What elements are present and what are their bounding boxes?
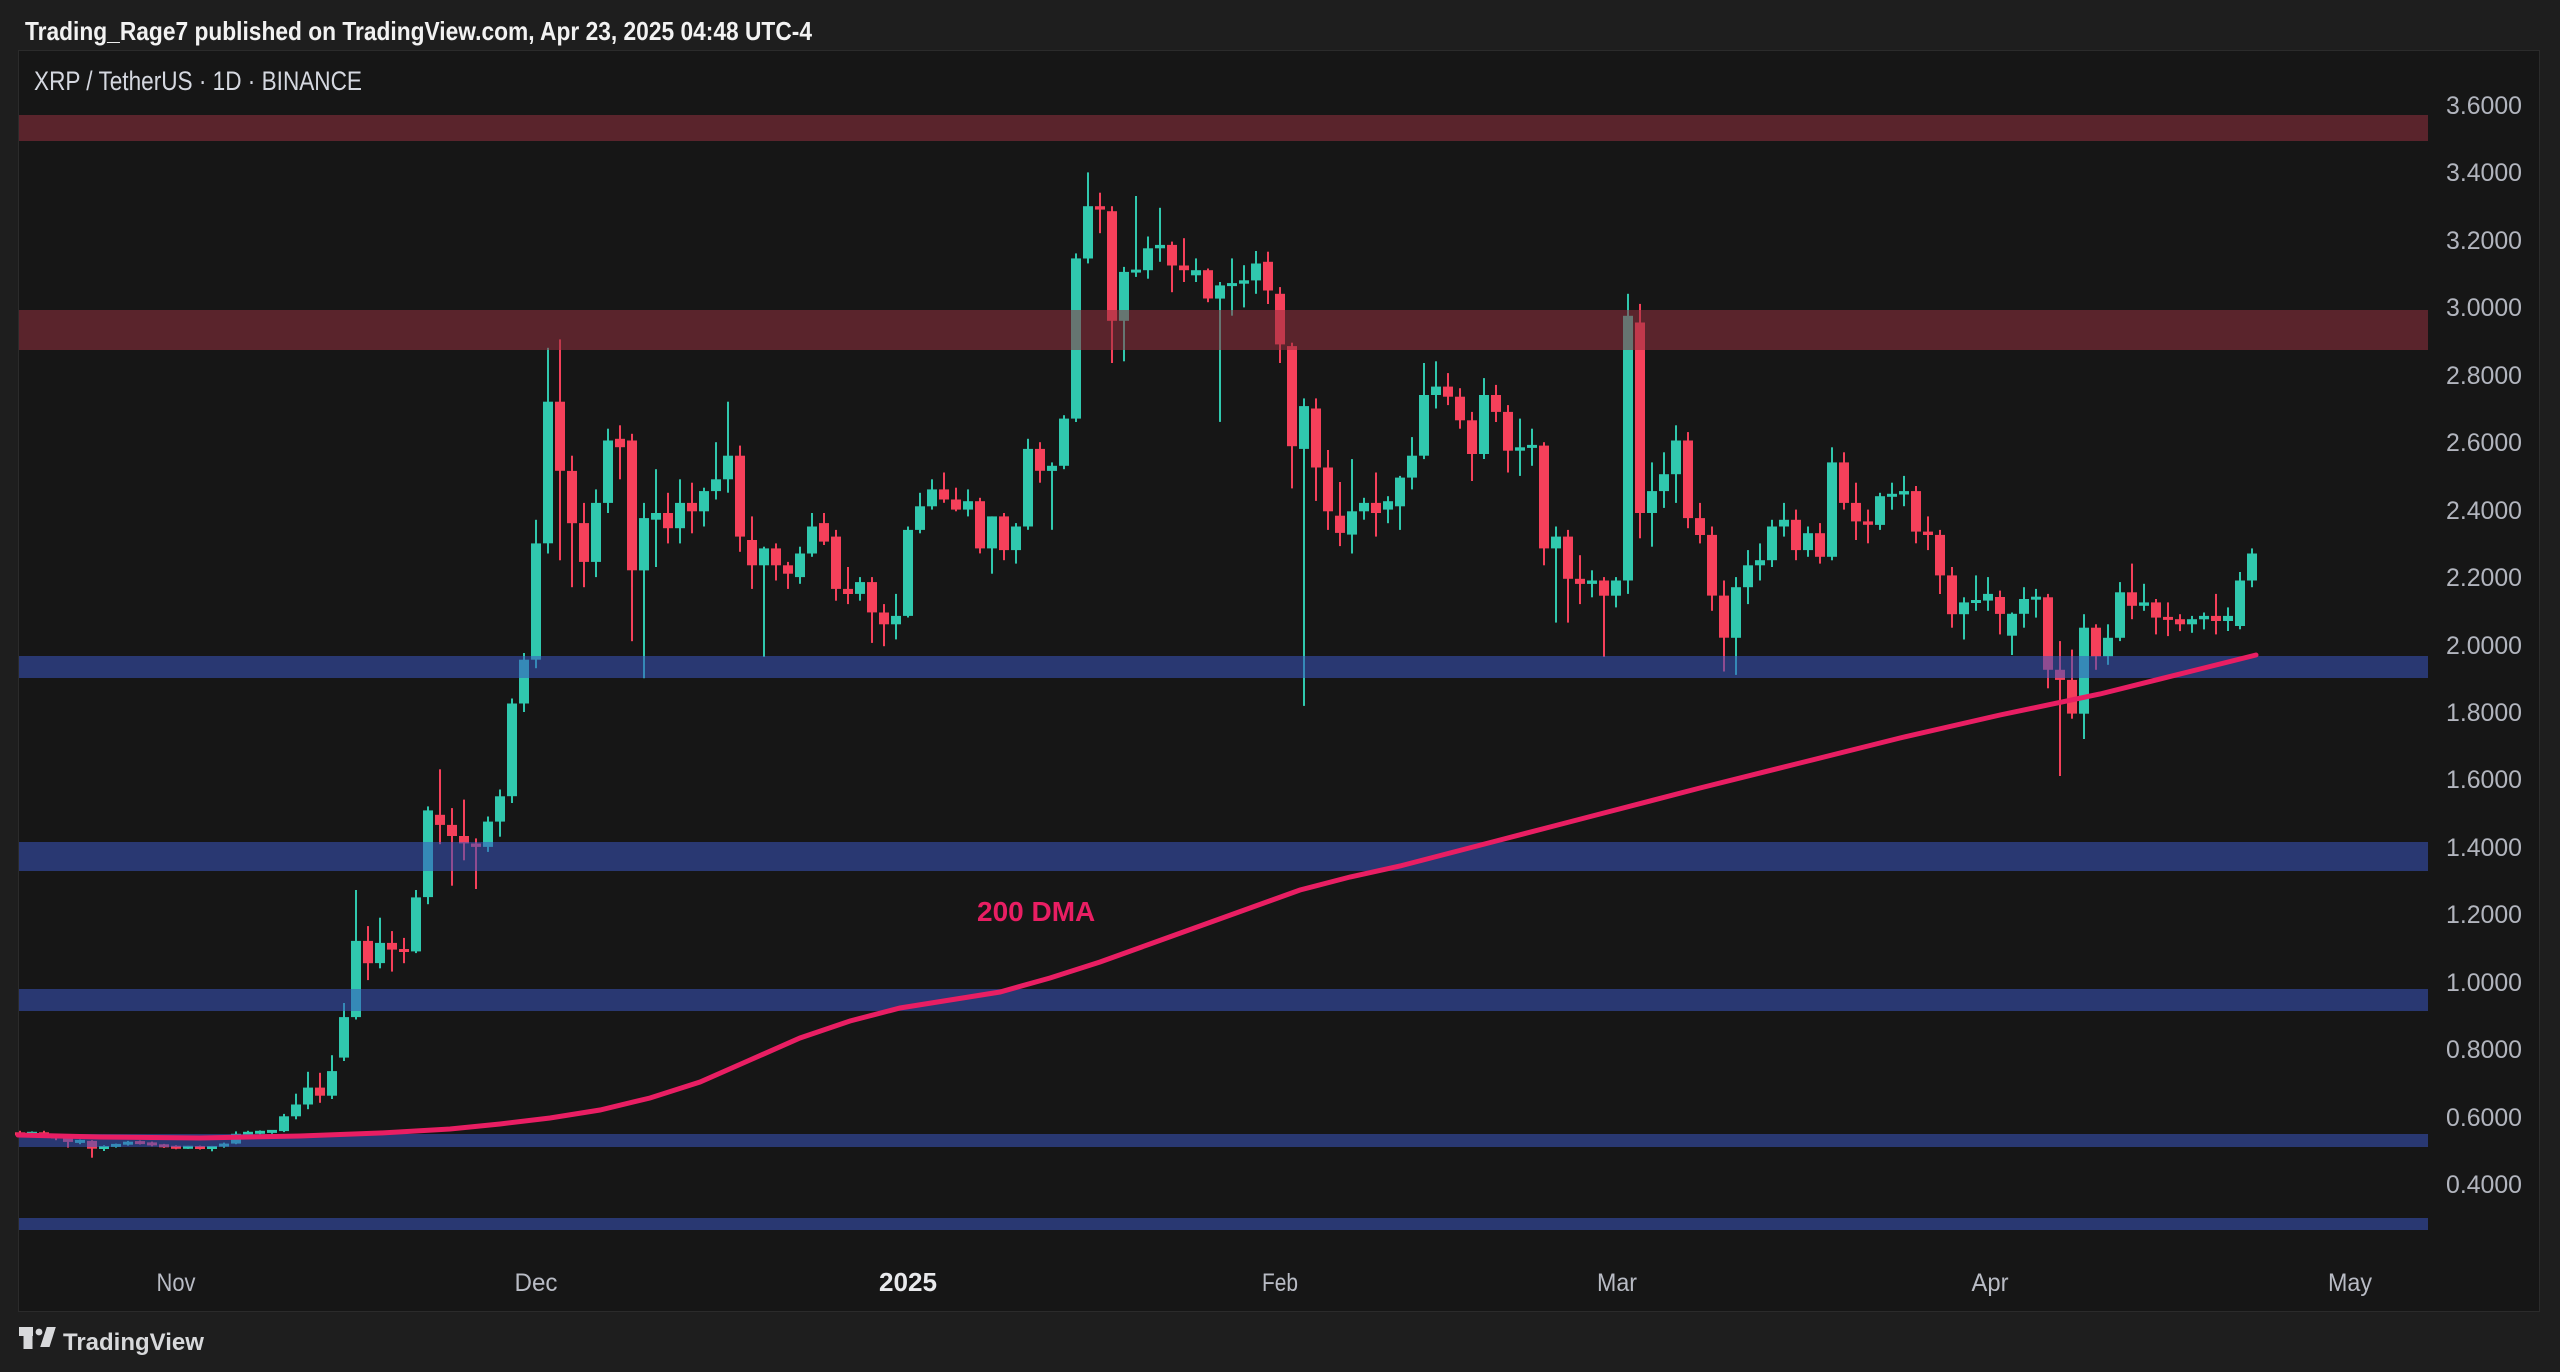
svg-text:Trading_Rage7 published on Tra: Trading_Rage7 published on TradingView.c… bbox=[25, 16, 812, 46]
svg-text:3.4000: 3.4000 bbox=[2446, 159, 2522, 187]
svg-text:XRP / TetherUS · 1D · BINANCE: XRP / TetherUS · 1D · BINANCE bbox=[34, 66, 362, 96]
svg-text:3.6000: 3.6000 bbox=[2446, 92, 2522, 120]
svg-text:1.6000: 1.6000 bbox=[2446, 766, 2522, 794]
svg-text:3.2000: 3.2000 bbox=[2446, 227, 2522, 255]
svg-text:2.2000: 2.2000 bbox=[2446, 564, 2522, 592]
svg-text:May: May bbox=[2328, 1269, 2372, 1297]
svg-text:Nov: Nov bbox=[157, 1269, 196, 1297]
svg-text:Mar: Mar bbox=[1597, 1269, 1637, 1297]
svg-text:2.0000: 2.0000 bbox=[2446, 632, 2522, 660]
svg-text:3.0000: 3.0000 bbox=[2446, 294, 2522, 322]
svg-text:1.4000: 1.4000 bbox=[2446, 834, 2522, 862]
svg-text:Dec: Dec bbox=[515, 1269, 558, 1297]
svg-text:Feb: Feb bbox=[1262, 1269, 1298, 1297]
svg-text:2.8000: 2.8000 bbox=[2446, 362, 2522, 390]
svg-text:TradingView: TradingView bbox=[63, 1329, 204, 1356]
svg-text:2.4000: 2.4000 bbox=[2446, 497, 2522, 525]
svg-text:1.8000: 1.8000 bbox=[2446, 699, 2522, 727]
svg-text:1.0000: 1.0000 bbox=[2446, 969, 2522, 997]
svg-text:0.6000: 0.6000 bbox=[2446, 1104, 2522, 1132]
svg-text:2025: 2025 bbox=[879, 1267, 937, 1297]
svg-text:200 DMA: 200 DMA bbox=[977, 896, 1095, 927]
svg-text:2.6000: 2.6000 bbox=[2446, 429, 2522, 457]
svg-text:Apr: Apr bbox=[1972, 1269, 2009, 1297]
svg-text:0.4000: 0.4000 bbox=[2446, 1171, 2522, 1199]
svg-text:1.2000: 1.2000 bbox=[2446, 901, 2522, 929]
svg-text:0.8000: 0.8000 bbox=[2446, 1036, 2522, 1064]
